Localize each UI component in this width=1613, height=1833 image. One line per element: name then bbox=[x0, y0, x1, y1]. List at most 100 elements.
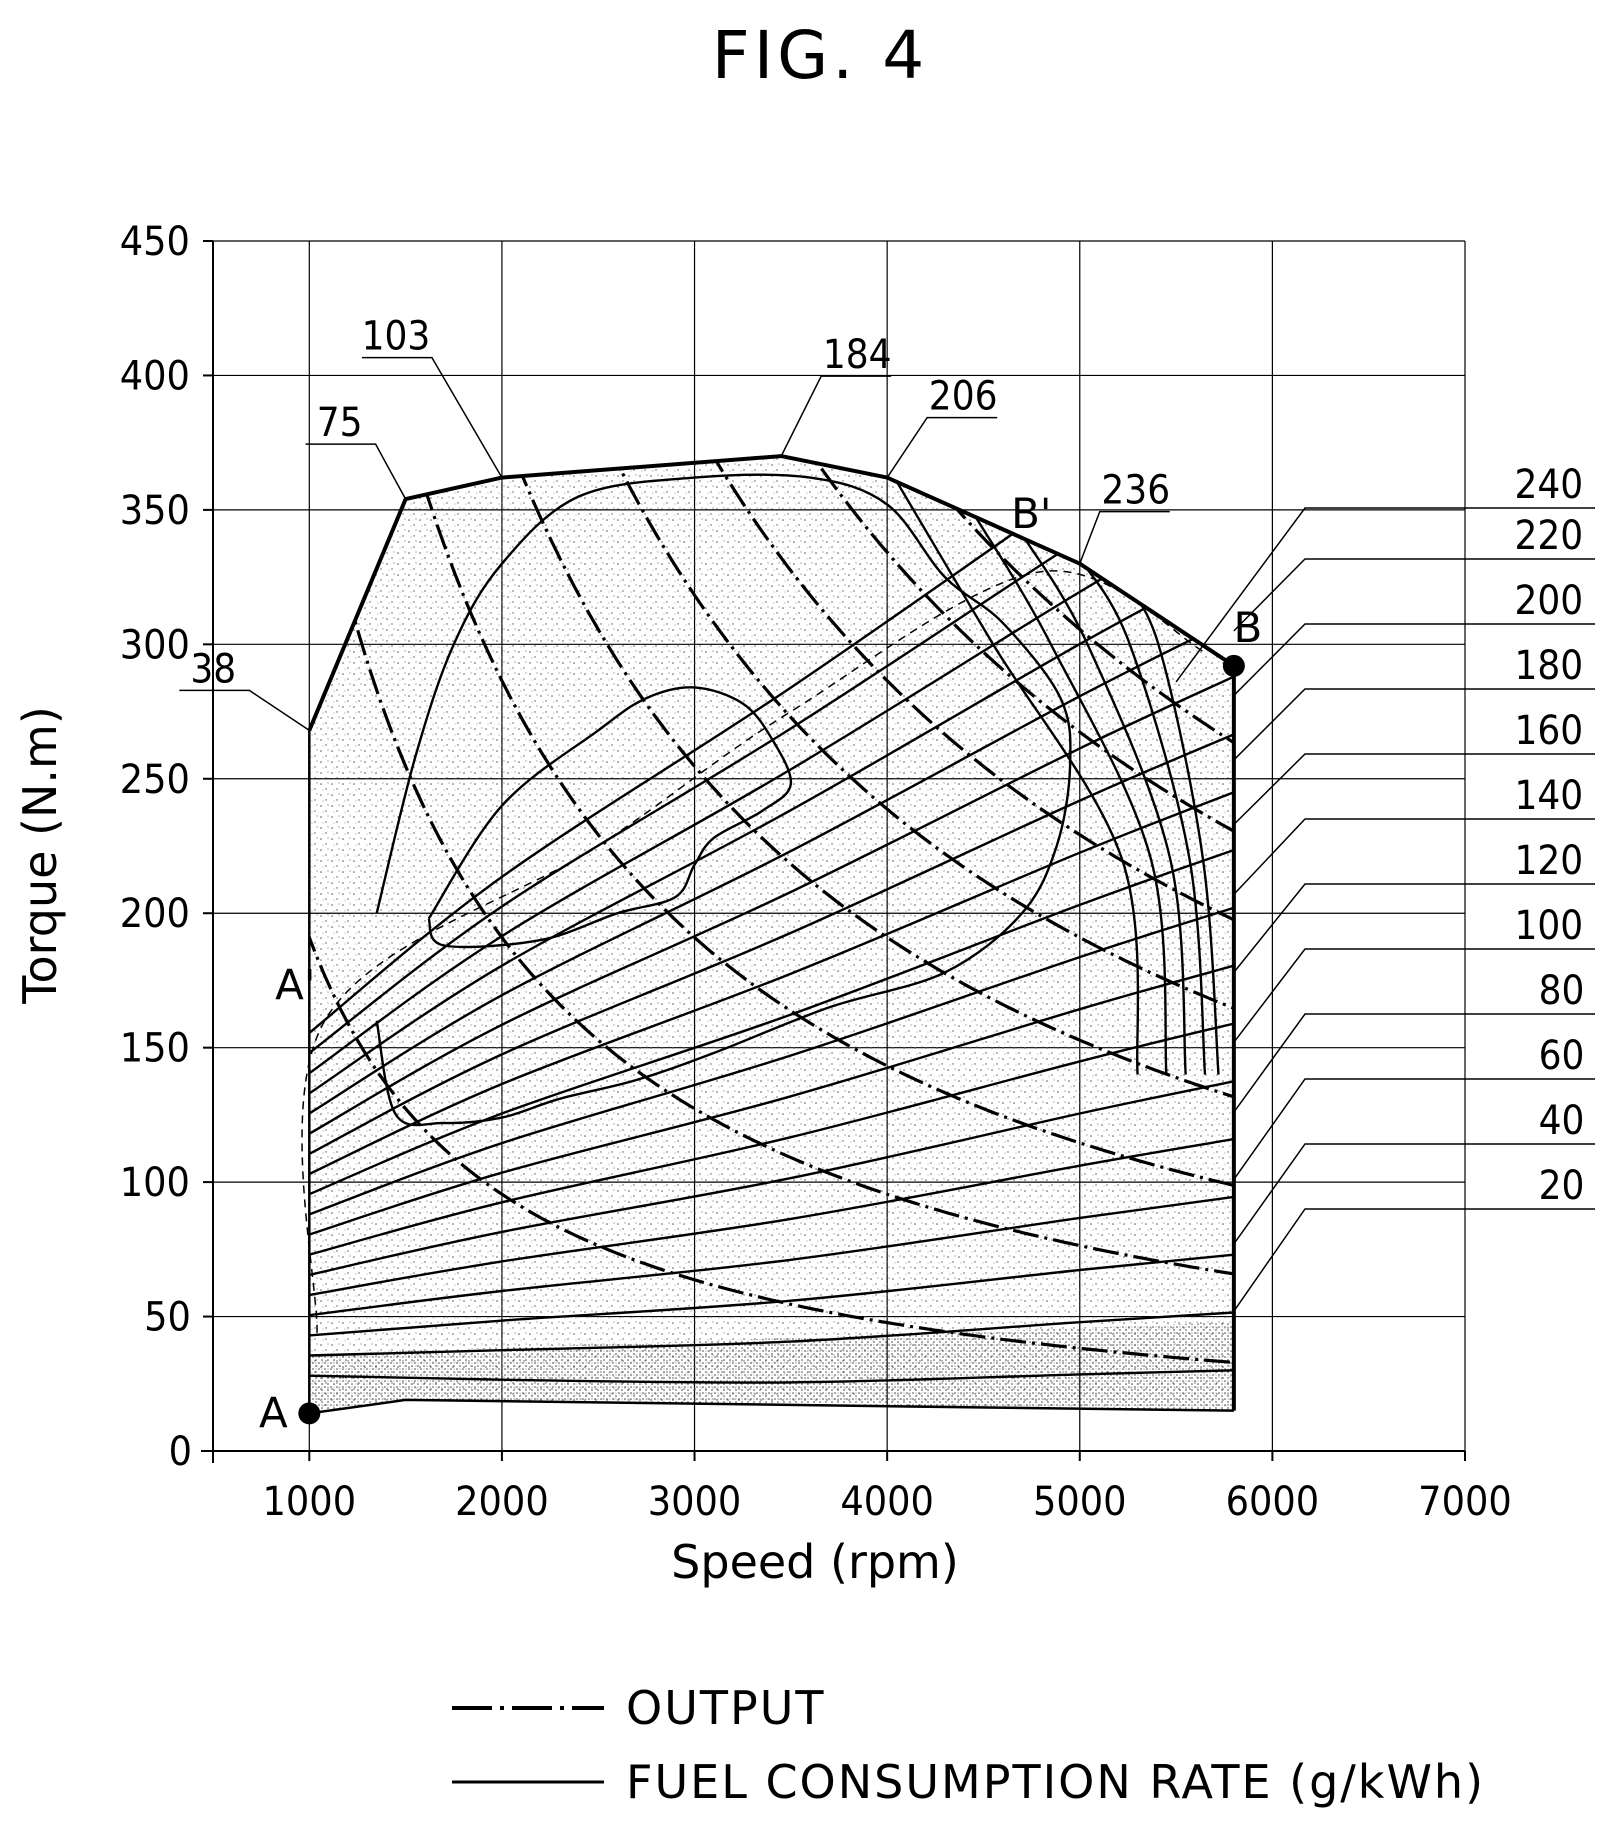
point-B-label: B bbox=[1233, 603, 1262, 652]
fuel-contour bbox=[309, 1195, 1234, 1317]
y-axis-title: Torque (N.m) bbox=[13, 706, 67, 1005]
y-tick-label: 350 bbox=[120, 487, 190, 534]
ref-leader bbox=[886, 416, 998, 479]
ref-label-75: 75 bbox=[317, 399, 363, 445]
output-label-20: 20 bbox=[1539, 1162, 1585, 1208]
output-curve bbox=[309, 808, 1234, 1370]
legend-output-label: OUTPUT bbox=[626, 1681, 825, 1735]
y-tick-label: 200 bbox=[120, 891, 190, 938]
point-B-prime-label: B' bbox=[1011, 489, 1051, 538]
optimal-operating-line bbox=[301, 570, 1206, 1333]
output-leader bbox=[1233, 1078, 1595, 1180]
output-label-140: 140 bbox=[1514, 772, 1583, 818]
ref-leader bbox=[305, 443, 407, 500]
fuel-contour bbox=[309, 791, 1234, 1176]
ref-leader bbox=[361, 356, 503, 478]
fuel-contour bbox=[309, 1311, 1234, 1357]
point-A-marker bbox=[298, 1402, 321, 1425]
fuel-contour bbox=[1020, 533, 1187, 1075]
point-B-marker bbox=[1222, 654, 1245, 677]
output-curve bbox=[762, 456, 1234, 790]
fuel-contour bbox=[309, 733, 1234, 1155]
low-load-band bbox=[309, 1321, 1234, 1414]
output-label-60: 60 bbox=[1539, 1032, 1585, 1078]
fuel-contour bbox=[309, 617, 1234, 1115]
legend-fuel-label: FUEL CONSUMPTION RATE (g/kWh) bbox=[626, 1755, 1485, 1809]
output-leader bbox=[1233, 883, 1595, 973]
figure-title: FIG. 4 bbox=[712, 17, 929, 94]
fuel-contour bbox=[309, 1253, 1234, 1337]
ref-label-206: 206 bbox=[929, 373, 998, 419]
output-curve bbox=[1078, 456, 1234, 459]
point-A-prime-label: A' bbox=[275, 960, 315, 1009]
y-tick-label: 150 bbox=[120, 1025, 190, 1072]
output-leader bbox=[1233, 948, 1595, 1043]
output-curve bbox=[600, 456, 1234, 956]
output-leader bbox=[1233, 1208, 1595, 1312]
output-leader bbox=[1233, 623, 1595, 696]
annotations: 38 75 103 184 206 236 240 220 200 180 160 140 120 100… bbox=[179, 313, 1595, 1437]
fuel-contour-outer-island bbox=[375, 473, 1072, 1127]
x-tick-label: 1000 bbox=[262, 1479, 356, 1526]
y-tick-label: 400 bbox=[120, 353, 190, 400]
fuel-contour bbox=[972, 513, 1168, 1075]
x-tick-label: 5000 bbox=[1033, 1479, 1127, 1526]
fuel-contour bbox=[309, 1137, 1234, 1297]
x-tick-label: 3000 bbox=[648, 1479, 742, 1526]
y-tick-label: 0 bbox=[169, 1429, 192, 1476]
output-leader bbox=[1233, 688, 1595, 761]
output-label-180: 180 bbox=[1514, 642, 1583, 688]
y-tick-label: 300 bbox=[120, 622, 190, 669]
fuel-contour bbox=[309, 964, 1234, 1236]
output-curve bbox=[361, 456, 1234, 1205]
output-label-80: 80 bbox=[1539, 967, 1585, 1013]
output-leader bbox=[1233, 558, 1595, 632]
output-curve bbox=[515, 456, 1234, 1039]
ref-label-236: 236 bbox=[1101, 467, 1170, 513]
fuel-contour bbox=[1078, 557, 1207, 1075]
output-label-240: 240 bbox=[1514, 461, 1583, 507]
min-load-edge bbox=[309, 1398, 1234, 1415]
output-curve bbox=[677, 456, 1234, 873]
fuel-contour-inner-island bbox=[427, 686, 793, 949]
output-label-120: 120 bbox=[1514, 837, 1583, 883]
ref-label-103: 103 bbox=[362, 313, 431, 359]
x-tick-label: 2000 bbox=[455, 1479, 549, 1526]
fuel-contour bbox=[309, 906, 1234, 1216]
output-leader bbox=[1233, 818, 1595, 895]
operating-region bbox=[309, 456, 1234, 1414]
output-label-220: 220 bbox=[1514, 512, 1583, 558]
fuel-contour bbox=[309, 559, 1234, 1095]
axes: 0 50 100 150 200 250 300 350 400 450 1000 2000 3000 4… bbox=[120, 219, 1512, 1526]
output-leader bbox=[1233, 1013, 1595, 1113]
fuel-contour bbox=[309, 1369, 1234, 1384]
fuel-contour bbox=[309, 675, 1234, 1135]
fuel-contour bbox=[309, 1080, 1234, 1277]
ref-leader bbox=[780, 375, 892, 457]
y-tick-label: 50 bbox=[144, 1294, 191, 1341]
y-tick-label: 100 bbox=[120, 1160, 190, 1207]
output-curve bbox=[309, 456, 1234, 1287]
point-A-label: A bbox=[259, 1388, 288, 1437]
output-label-160: 160 bbox=[1514, 707, 1583, 753]
ref-leader bbox=[1079, 510, 1170, 564]
output-label-100: 100 bbox=[1514, 902, 1583, 948]
output-label-40: 40 bbox=[1539, 1097, 1585, 1143]
output-leader bbox=[1233, 1143, 1595, 1245]
ref-label-38: 38 bbox=[190, 646, 236, 692]
x-axis-title: Speed (rpm) bbox=[671, 1535, 959, 1589]
output-curves bbox=[309, 456, 1234, 1370]
output-leader bbox=[1233, 753, 1595, 826]
y-tick-label: 250 bbox=[120, 756, 190, 803]
ref-leader bbox=[179, 689, 310, 732]
y-tick-label: 450 bbox=[120, 219, 190, 266]
x-tick-label: 6000 bbox=[1226, 1479, 1320, 1526]
fuel-contour bbox=[895, 481, 1140, 1075]
output-label-200: 200 bbox=[1514, 577, 1583, 623]
x-tick-label: 4000 bbox=[840, 1479, 934, 1526]
x-tick-label: 7000 bbox=[1418, 1479, 1512, 1526]
legend: OUTPUT FUEL CONSUMPTION RATE (g/kWh) bbox=[452, 1681, 1485, 1809]
output-curve bbox=[438, 456, 1234, 1122]
operating-region-shading bbox=[309, 456, 1234, 1414]
